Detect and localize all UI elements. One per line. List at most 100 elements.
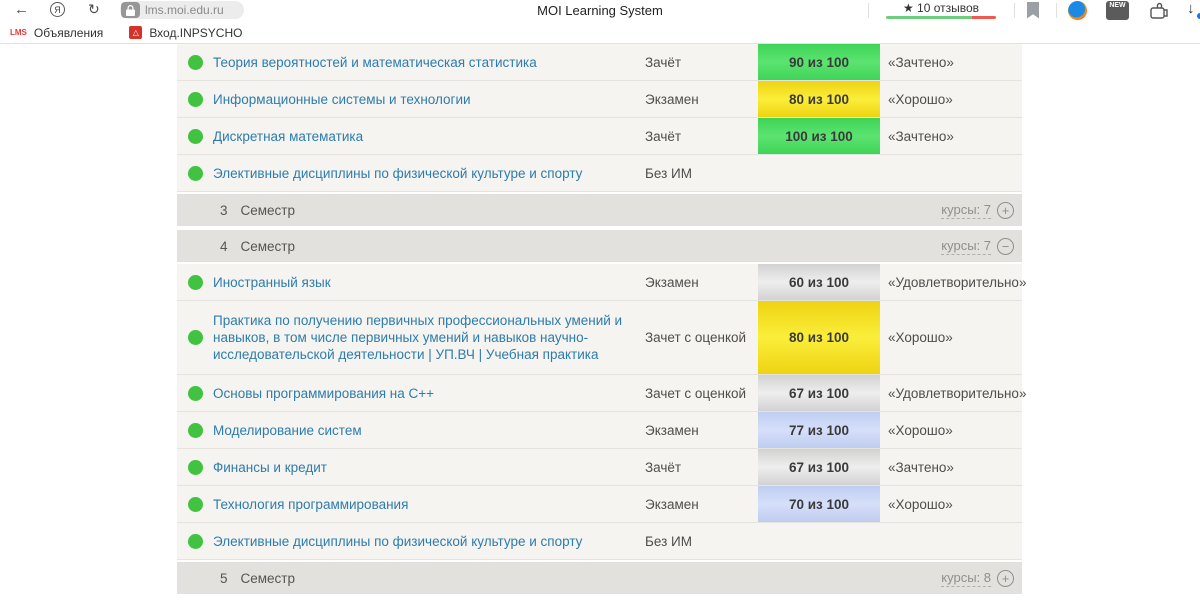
- status-dot-cell: [177, 412, 213, 448]
- expand-icon[interactable]: +: [997, 569, 1014, 587]
- status-dot-icon: [187, 385, 203, 401]
- gift-icon[interactable]: [1148, 1, 1170, 26]
- collapse-icon[interactable]: −: [997, 237, 1014, 255]
- semester-row: 3 Семестр курсы: 7 +: [177, 192, 1022, 228]
- course-link[interactable]: Элективные дисциплины по физической куль…: [213, 533, 583, 549]
- course-link[interactable]: Основы программирования на C++: [213, 385, 435, 401]
- grade-cell: [880, 155, 1022, 191]
- status-dot-icon: [187, 54, 203, 70]
- course-name-cell: Иностранный язык: [213, 264, 645, 300]
- extension-color-circle-icon[interactable]: [1068, 1, 1087, 20]
- download-arrow: ↓: [1187, 0, 1195, 17]
- status-dot-cell: [177, 523, 213, 559]
- courses-count-link[interactable]: курсы: 8: [941, 569, 991, 587]
- score-cell: 77 из 100: [758, 412, 880, 448]
- course-link[interactable]: Моделирование систем: [213, 422, 362, 438]
- bookmark-label: Вход.INPSYCHO: [149, 25, 243, 40]
- yandex-search-icon[interactable]: Я: [50, 2, 65, 17]
- status-dot-cell: [177, 449, 213, 485]
- semester-number: 3: [220, 202, 228, 218]
- status-dot-icon: [187, 330, 203, 345]
- browser-toolbar: ← Я ↻ lms.moi.edu.ru MOI Learning System…: [0, 0, 1200, 22]
- course-name-cell: Технология программирования: [213, 486, 645, 522]
- back-icon[interactable]: ←: [14, 1, 29, 18]
- status-dot-cell: [177, 301, 213, 374]
- course-row: Финансы и кредит Зачёт 67 из 100 «Зачтено»: [177, 449, 1022, 486]
- toolbar-divider: [1056, 3, 1057, 18]
- grades-table: Теория вероятностей и математическая ста…: [177, 44, 1026, 596]
- status-dot-icon: [187, 128, 203, 144]
- semester-controls: курсы: 7 +: [941, 201, 1014, 219]
- exam-type-cell: Зачет с оценкой: [645, 330, 747, 345]
- course-row: Основы программирования на C++ Зачет с оц…: [177, 375, 1026, 412]
- lock-icon[interactable]: [121, 2, 140, 18]
- course-name-cell: Практика по получению первичных професси…: [213, 301, 645, 374]
- course-row: Информационные системы и технологии Экзам…: [177, 81, 1022, 118]
- score-cell: 80 из 100: [758, 81, 880, 117]
- address-bar[interactable]: lms.moi.edu.ru: [120, 1, 244, 19]
- course-link[interactable]: Практика по получению первичных професси…: [213, 313, 623, 362]
- site-reviews-badge[interactable]: ★ 10 отзывов: [876, 1, 1006, 19]
- score-cell: 80 из 100: [758, 301, 880, 374]
- download-icon[interactable]: ↓: [1187, 0, 1200, 22]
- status-dot-cell: [177, 486, 213, 522]
- grade-cell: «Зачтено»: [888, 459, 954, 475]
- bookmark-item-lms[interactable]: LMS Объявления: [10, 26, 103, 40]
- score-cell: 67 из 100: [758, 375, 880, 411]
- url-text: lms.moi.edu.ru: [145, 3, 224, 17]
- reviews-rating-bar: [886, 16, 996, 19]
- diamond-favicon: △: [129, 26, 143, 39]
- reviews-bar-green: [886, 16, 972, 19]
- expand-icon[interactable]: +: [997, 201, 1014, 219]
- course-row: Теория вероятностей и математическая ста…: [177, 44, 1022, 81]
- reviews-label: ★ 10 отзывов: [902, 1, 980, 15]
- status-dot-icon: [187, 459, 203, 475]
- semester-row: 5 Семестр курсы: 8 +: [177, 560, 1022, 596]
- bookmark-label: Объявления: [33, 25, 104, 40]
- course-link[interactable]: Информационные системы и технологии: [213, 91, 471, 107]
- status-dot-icon: [187, 422, 203, 438]
- semester-controls: курсы: 7−: [941, 237, 1014, 255]
- exam-type-cell: Зачёт: [645, 128, 682, 144]
- grade-cell: «Хорошо»: [888, 330, 953, 345]
- course-name-cell: Элективные дисциплины по физической куль…: [213, 523, 645, 559]
- bookmark-item-inpsycho[interactable]: △ Вход.INPSYCHO: [129, 26, 242, 40]
- courses-count-link[interactable]: курсы: 7: [941, 237, 991, 255]
- new-badge-icon[interactable]: NEW: [1106, 1, 1129, 20]
- download-dot: [1197, 13, 1200, 19]
- exam-type-cell: Зачёт: [645, 459, 682, 475]
- bookmarks-bar: LMS Объявления △ Вход.INPSYCHO: [0, 22, 1200, 43]
- course-link[interactable]: Финансы и кредит: [213, 459, 327, 475]
- score-cell: [758, 155, 880, 191]
- course-row: Практика по получению первичных професси…: [177, 301, 1022, 375]
- semester-label: Семестр: [240, 238, 296, 254]
- bookmark-flag-icon[interactable]: [1026, 2, 1040, 24]
- grade-cell: «Зачтено»: [888, 54, 954, 70]
- course-link[interactable]: Дискретная математика: [213, 128, 364, 144]
- score-cell: 67 из 100: [758, 449, 880, 485]
- exam-type-cell: Экзамен: [645, 422, 699, 438]
- course-name-cell: Основы программирования на C++: [213, 375, 645, 411]
- exam-type-cell: Экзамен: [645, 496, 699, 512]
- course-link[interactable]: Иностранный язык: [213, 274, 331, 290]
- semester-label: Семестр: [240, 202, 296, 218]
- status-dot-icon: [187, 496, 203, 512]
- refresh-icon[interactable]: ↻: [88, 1, 100, 17]
- grade-cell: «Удовлетворительно»: [888, 385, 1027, 401]
- course-name-cell: Финансы и кредит: [213, 449, 645, 485]
- course-row: Элективные дисциплины по физической куль…: [177, 523, 1022, 560]
- courses-count-link[interactable]: курсы: 7: [941, 201, 991, 219]
- course-link[interactable]: Технология программирования: [213, 496, 409, 512]
- browser-chrome: ← Я ↻ lms.moi.edu.ru MOI Learning System…: [0, 0, 1200, 44]
- grade-cell: «Хорошо»: [888, 496, 953, 512]
- status-dot-cell: [177, 44, 213, 80]
- course-link[interactable]: Теория вероятностей и математическая ста…: [213, 54, 537, 70]
- exam-type-cell: Без ИМ: [645, 533, 692, 549]
- score-cell: 90 из 100: [758, 44, 880, 80]
- semester-number: 5: [220, 570, 228, 586]
- status-dot-cell: [177, 118, 213, 154]
- course-row: Технология программирования Экзамен 70 из …: [177, 486, 1022, 523]
- course-link[interactable]: Элективные дисциплины по физической куль…: [213, 165, 583, 181]
- toolbar-divider: [868, 3, 869, 18]
- score-cell: [758, 523, 880, 559]
